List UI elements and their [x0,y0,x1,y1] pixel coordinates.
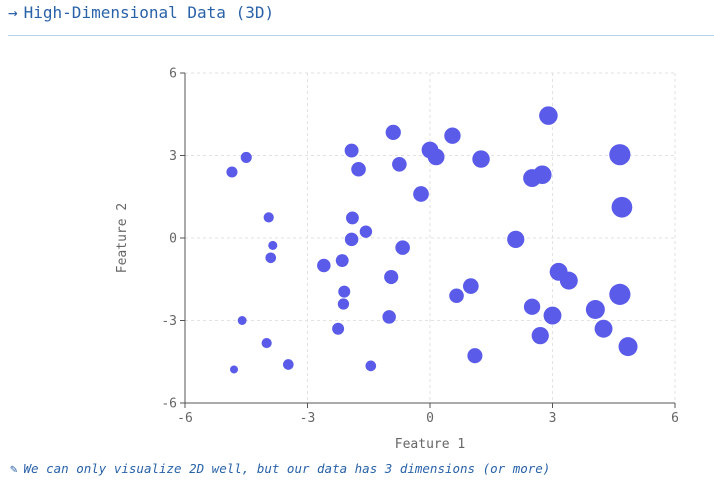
page-title-text: High-Dimensional Data (3D) [23,3,275,22]
data-point [337,298,350,310]
data-point [384,269,399,285]
y-tick-label: 6 [169,67,177,82]
data-point [344,232,359,247]
data-point [332,322,345,335]
data-point [265,252,277,264]
grid-lines [185,72,676,403]
data-point [585,300,605,319]
data-point [344,143,359,158]
data-point [392,157,407,172]
tick-labels: -6 -3 0 3 6 -6 -3 0 3 6 [161,67,679,427]
y-tick-label: -3 [161,314,177,329]
data-point [359,225,373,238]
x-axis-label: Feature 1 [395,437,465,452]
x-tick-label: 6 [671,411,679,426]
data-point [543,306,562,325]
data-point [472,150,490,168]
data-point [365,360,377,372]
y-tick-label: 3 [169,149,177,164]
data-point [427,148,445,166]
data-point [226,166,238,178]
data-point [523,298,541,315]
x-tick-label: 0 [426,411,434,426]
data-point [345,211,359,225]
y-axis-label: Feature 2 [115,203,130,273]
data-point [395,240,410,255]
data-point [559,271,578,290]
x-tick-label: 3 [549,411,557,426]
data-point [382,310,396,324]
data-point [449,288,464,304]
data-point [594,319,613,338]
data-point [462,278,479,294]
pencil-icon: ✎ [10,461,18,476]
y-tick-label: -6 [161,397,177,412]
data-point [507,230,525,248]
data-point [282,359,294,370]
footer-note-text: We can only visualize 2D well, but our d… [23,461,551,476]
data-point [237,316,247,325]
data-point [467,348,483,364]
data-point [263,212,274,223]
divider [8,35,714,36]
data-point [317,258,331,273]
data-point [338,285,351,298]
arrow-right-icon: → [8,3,18,22]
data-point [335,254,349,267]
data-point [268,240,278,250]
data-point [230,365,238,374]
data-point [611,196,633,218]
data-point [533,165,552,185]
page-title: → High-Dimensional Data (3D) [8,3,274,22]
x-tick-label: -3 [300,411,316,426]
data-point [413,186,429,202]
x-tick-label: -6 [177,411,193,426]
data-point [531,327,549,345]
data-point [539,106,558,125]
data-point [609,283,631,305]
y-tick-label: 0 [169,232,177,247]
footer-note: ✎ We can only visualize 2D well, but our … [10,461,550,476]
data-point [609,144,631,166]
data-point [385,124,401,141]
data-points [226,106,638,374]
data-point [618,337,638,357]
data-point [351,161,366,177]
data-point [261,337,272,349]
data-point [240,151,252,163]
axes [180,72,676,408]
data-point [444,127,461,144]
